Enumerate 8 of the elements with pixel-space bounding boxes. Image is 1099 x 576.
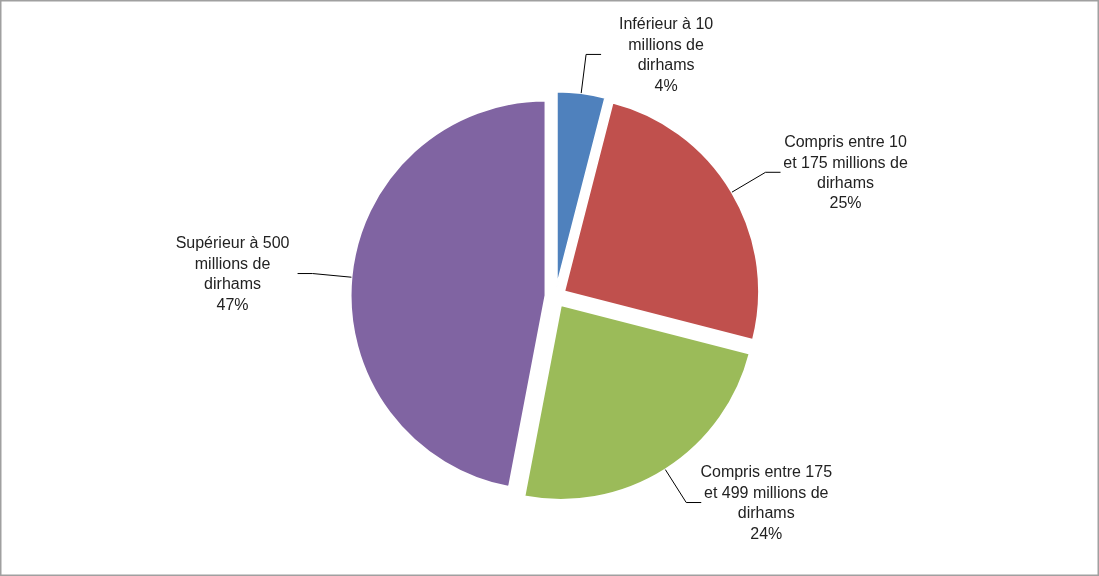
data-label: 25% [829, 194, 862, 212]
data-label: 24% [750, 524, 783, 542]
slice-label: Compris entre 175 et 499 millions de dirhams [700, 463, 833, 522]
slice-label: Compris entre 10 et 175 millions de dirhams [783, 133, 908, 191]
slice-label: Supérieur à 500 millions de dirhams [175, 234, 290, 293]
data-label: 4% [654, 76, 678, 94]
data-label: 47% [216, 295, 249, 313]
slice-label: Inférieur à 10 millions de dirhams [618, 15, 714, 74]
